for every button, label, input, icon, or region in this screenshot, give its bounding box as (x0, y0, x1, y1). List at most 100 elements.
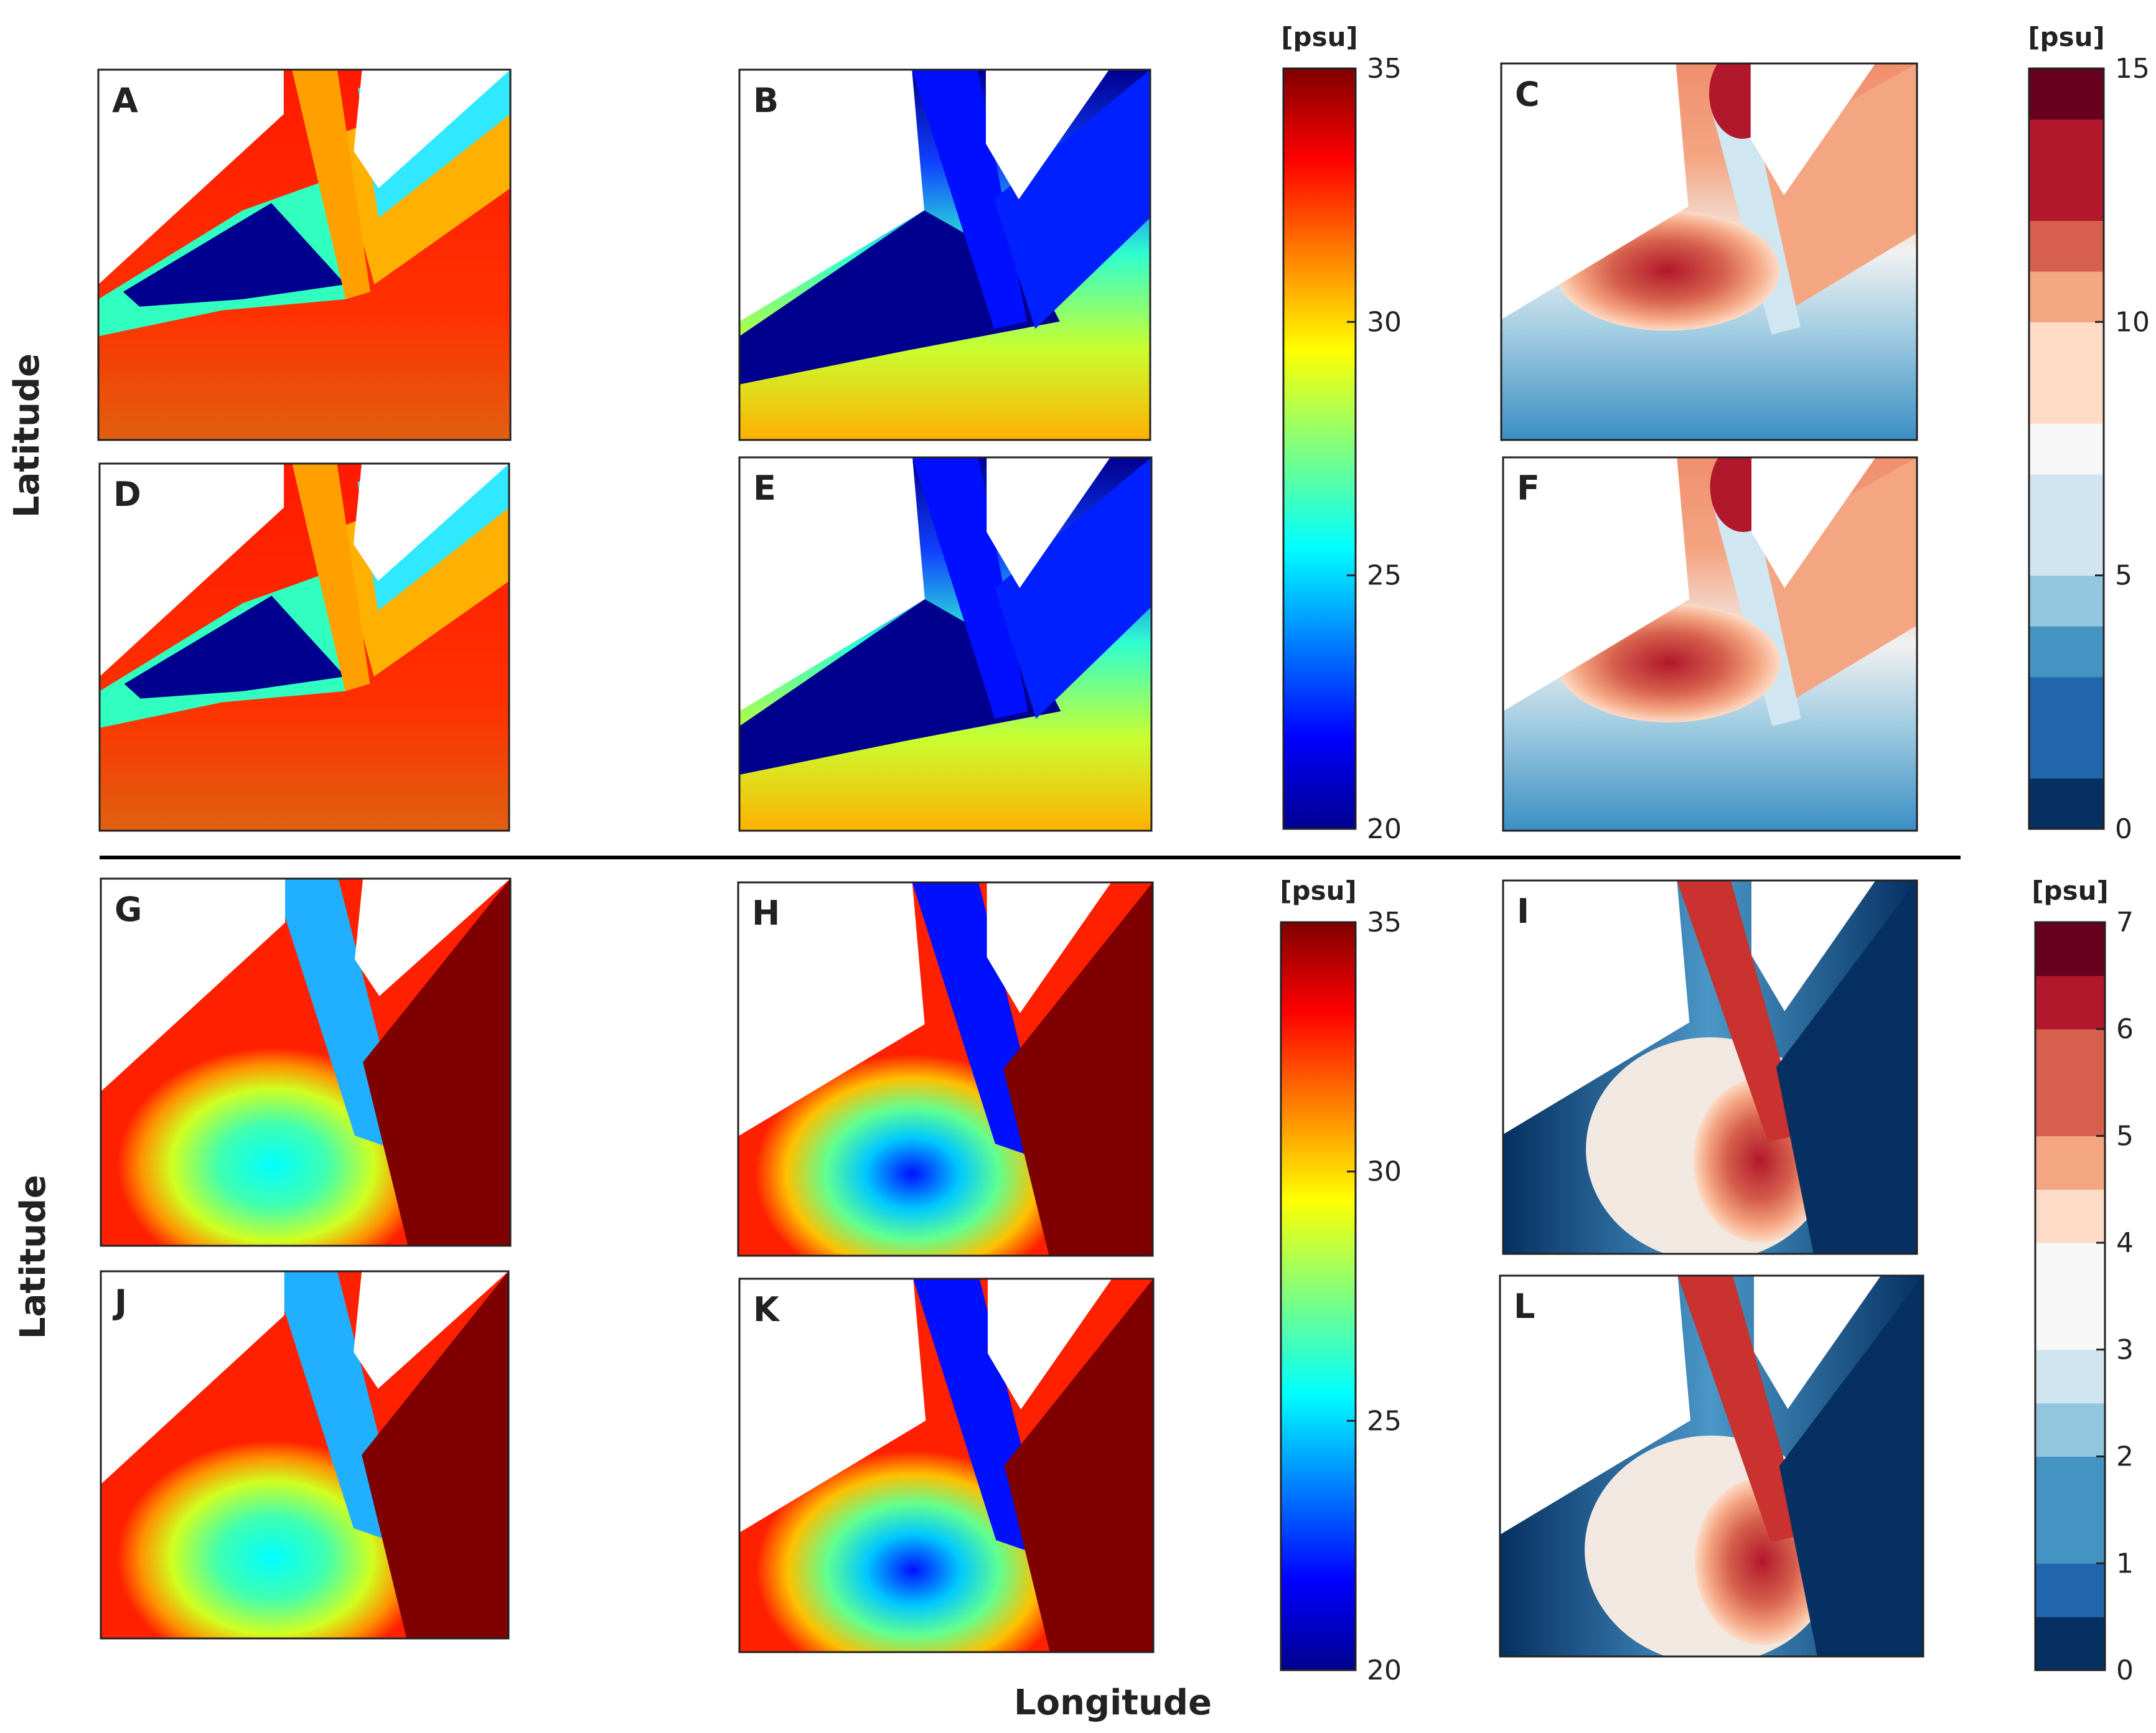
fresh-water-zone (123, 203, 346, 307)
colorbar-tick-label: 25 (1367, 560, 1402, 592)
panel-c: C (1500, 62, 1918, 441)
colorbar-frame (1282, 67, 1357, 830)
panel-label: K (753, 1290, 780, 1329)
high-salinity-zone (1004, 1279, 1153, 1652)
channel (912, 457, 1028, 719)
colorbar-step (2035, 1403, 2105, 1457)
colorbar-frame (2028, 67, 2105, 830)
channel (292, 70, 370, 299)
panel-field (101, 879, 510, 1246)
channel (1677, 1276, 1805, 1543)
land-west (1500, 1276, 1690, 1535)
panel-label: E (753, 469, 776, 508)
panel-h: H (737, 881, 1154, 1257)
panel-g: G (100, 877, 512, 1247)
panel-frame (1502, 456, 1918, 832)
colorbar-tick-label: 25 (1367, 1405, 1402, 1437)
colorbar-tick-label: 6 (2116, 1014, 2134, 1045)
colorbar-tick-label: 20 (1367, 1655, 1402, 1686)
panel-frame (1502, 879, 1918, 1255)
colorbar-tick-label: 15 (2115, 53, 2150, 85)
colorbar-4: [psu] 0 1 2 3 4 5 6 7 (2032, 876, 2134, 1686)
high-salinity-zone (362, 1271, 509, 1638)
colorbar-step (2035, 1189, 2105, 1243)
colorbar-step (2029, 575, 2104, 627)
colorbar-tick-label: 30 (1367, 1156, 1402, 1188)
land-east (988, 1279, 1112, 1409)
colorbar-tick-label: 2 (2116, 1441, 2134, 1473)
colorbar-step (2029, 68, 2104, 120)
colorbar-tick-label: 20 (1367, 813, 1402, 845)
land-west (1503, 881, 1690, 1134)
panel-label: A (112, 81, 138, 120)
y-axis-label-top: Latitude (7, 353, 47, 518)
land-east (354, 464, 509, 581)
colorbar-step (2029, 727, 2104, 779)
panel-label: I (1517, 892, 1529, 931)
colorbar-unit-label: [psu] (1281, 22, 1357, 52)
colorbar-tick-label: 10 (2115, 306, 2150, 338)
land-east (1751, 881, 1876, 1011)
colorbar-gradient (1281, 922, 1356, 1670)
panel-frame (1499, 1274, 1924, 1658)
panel-i: I (1502, 879, 1918, 1255)
x-axis-label: Longitude (1014, 1683, 1212, 1723)
panel-b: B (738, 68, 1151, 441)
panel-e: E (738, 456, 1153, 832)
panel-frame (738, 1278, 1155, 1653)
colorbar-gradient (1283, 68, 1356, 829)
colorbar-tick-label: 0 (2115, 813, 2132, 845)
channel (292, 464, 370, 691)
colorbar-step (2035, 1136, 2105, 1190)
colorbar-3: [psu] 20 25 30 35 (1280, 876, 1402, 1686)
land-west (739, 1279, 926, 1533)
panel-field (1501, 63, 1917, 440)
colorbar-step (2035, 1082, 2105, 1137)
colorbar-tick-label: 7 (2116, 907, 2134, 938)
colorbar-step (2029, 169, 2104, 221)
panel-frame (97, 68, 512, 441)
panel-field (101, 1271, 509, 1638)
colorbar-step (2035, 1456, 2105, 1511)
panel-frame (737, 881, 1154, 1257)
panel-k: K (738, 1278, 1155, 1653)
colorbar-2: [psu] 0 5 10 15 (2028, 22, 2150, 845)
colorbar-step (2029, 119, 2104, 170)
panel-a: A (97, 68, 512, 441)
colorbar-step (2029, 778, 2104, 829)
colorbar-step (2029, 220, 2104, 272)
deep-blue-zone (1776, 881, 1917, 1254)
colorbar-unit-label: [psu] (2028, 22, 2104, 52)
panel-label: J (112, 1282, 127, 1322)
colorbar-step (2035, 1243, 2105, 1297)
panel-d: D (98, 462, 510, 832)
colorbars: [psu]20253035[psu]051015[psu]20253035[ps… (1280, 22, 2150, 1686)
panel-field (1503, 457, 1917, 831)
colorbar-tick-label: 5 (2116, 1120, 2134, 1152)
colorbar-tick-label: 35 (1367, 907, 1402, 938)
land-east (986, 70, 1109, 200)
panel-j: J (100, 1270, 510, 1640)
colorbar-tick-label: 0 (2116, 1655, 2134, 1686)
colorbar-step (2029, 372, 2104, 424)
land-west (98, 70, 284, 285)
blue-plume (995, 457, 1151, 719)
land-west (100, 464, 284, 677)
red-plume (1751, 457, 1917, 700)
land-east (987, 457, 1110, 588)
panel-frame (98, 462, 510, 832)
colorbar-step (2029, 626, 2104, 678)
colorbar-step (2029, 423, 2104, 475)
colorbar-frame (1280, 921, 1357, 1671)
colorbar-tick-label: 30 (1367, 306, 1402, 338)
land-east (1750, 63, 1876, 195)
land-west (1503, 457, 1690, 711)
panel-field (98, 70, 510, 440)
channel (1677, 881, 1801, 1142)
colorbar-step (2035, 1296, 2105, 1350)
deep-blue-zone (1779, 1276, 1923, 1656)
panel-field (738, 882, 1153, 1256)
panel-field (739, 457, 1151, 831)
colorbar-step (2029, 676, 2104, 728)
